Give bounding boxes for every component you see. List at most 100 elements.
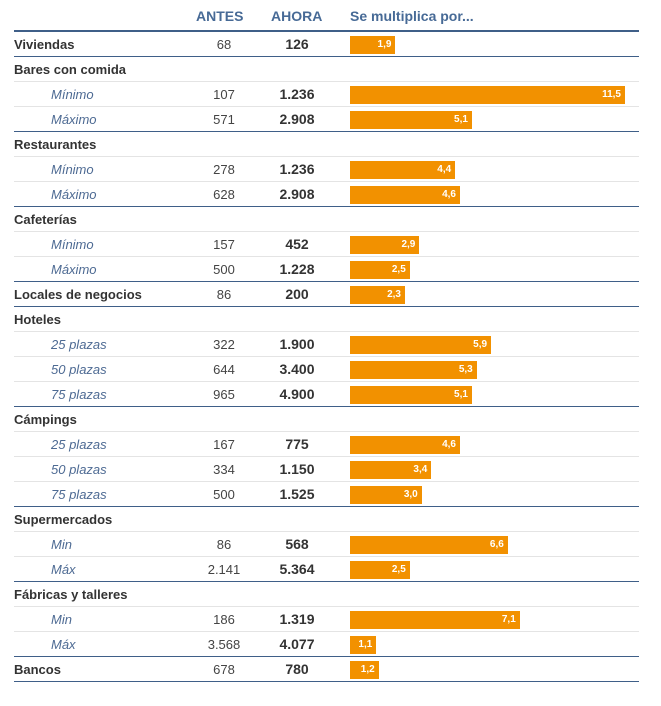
ahora-value: 1.900 bbox=[279, 336, 315, 352]
row-label: Bancos bbox=[14, 662, 61, 677]
row-label: Mínimo bbox=[51, 162, 94, 177]
ahora-value: 780 bbox=[285, 661, 309, 677]
table-row: 50 plazas 644 3.400 5,3 bbox=[14, 357, 639, 382]
ahora-value: 1.319 bbox=[279, 611, 315, 627]
factor-bar: 5,9 bbox=[350, 336, 492, 354]
ahora-value: 3.400 bbox=[279, 361, 315, 377]
factor-label: 4,6 bbox=[442, 189, 456, 200]
antes-value: 3.568 bbox=[207, 637, 241, 652]
ahora-value: 5.364 bbox=[279, 561, 315, 577]
row-label: Máximo bbox=[51, 262, 97, 277]
row-label: Máx bbox=[51, 637, 76, 652]
factor-label: 2,3 bbox=[387, 289, 401, 300]
table-row: Locales de negocios 86 200 2,3 bbox=[14, 282, 639, 307]
row-label: 75 plazas bbox=[51, 387, 107, 402]
table-row: Mínimo 107 1.236 11,5 bbox=[14, 82, 639, 107]
row-label: Supermercados bbox=[14, 512, 113, 527]
table-row: Min 86 568 6,6 bbox=[14, 532, 639, 557]
factor-bar: 7,1 bbox=[350, 611, 520, 629]
row-label: Fábricas y talleres bbox=[14, 587, 128, 602]
table-row: Min 186 1.319 7,1 bbox=[14, 607, 639, 632]
row-label: Máximo bbox=[51, 112, 97, 127]
factor-label: 7,1 bbox=[501, 614, 516, 625]
antes-value: 278 bbox=[213, 162, 235, 177]
row-label: 25 plazas bbox=[51, 437, 107, 452]
table-row: Máx 3.568 4.077 1,1 bbox=[14, 632, 639, 657]
factor-label: 4,4 bbox=[437, 164, 452, 175]
antes-value: 86 bbox=[216, 287, 232, 302]
antes-value: 644 bbox=[213, 362, 235, 377]
factor-label: 2,9 bbox=[401, 239, 416, 250]
table-row: Máx 2.141 5.364 2,5 bbox=[14, 557, 639, 582]
factor-label: 3,0 bbox=[403, 489, 418, 500]
factor-label: 6,6 bbox=[489, 539, 504, 550]
group-row: Cámpings bbox=[14, 407, 639, 432]
factor-label: 2,5 bbox=[391, 564, 406, 575]
factor-bar: 1,2 bbox=[350, 661, 379, 679]
table-row: 25 plazas 167 775 4,6 bbox=[14, 432, 639, 457]
factor-label: 5,3 bbox=[458, 364, 473, 375]
table-row: 75 plazas 500 1.525 3,0 bbox=[14, 482, 639, 507]
header-ahora: AHORA bbox=[271, 8, 323, 24]
table-row: Máximo 628 2.908 4,6 bbox=[14, 182, 639, 207]
antes-value: 68 bbox=[216, 37, 232, 52]
row-label: Máx bbox=[51, 562, 76, 577]
ahora-value: 2.908 bbox=[279, 111, 315, 127]
factor-label: 5,9 bbox=[473, 339, 488, 350]
table-row: 75 plazas 965 4.900 5,1 bbox=[14, 382, 639, 407]
row-label: Bares con comida bbox=[14, 62, 126, 77]
factor-label: 2,5 bbox=[391, 264, 406, 275]
factor-bar: 2,5 bbox=[350, 261, 410, 279]
factor-bar: 5,1 bbox=[350, 111, 472, 129]
factor-label: 1,9 bbox=[377, 39, 392, 50]
factor-bar: 4,6 bbox=[350, 436, 460, 454]
row-label: Cámpings bbox=[14, 412, 77, 427]
table-row: Viviendas 68 126 1,9 bbox=[14, 32, 639, 57]
factor-label: 5,1 bbox=[454, 114, 468, 125]
factor-bar: 5,3 bbox=[350, 361, 477, 379]
group-row: Bares con comida bbox=[14, 57, 639, 82]
row-label: Restaurantes bbox=[14, 137, 97, 152]
row-label: 75 plazas bbox=[51, 487, 107, 502]
row-label: 25 plazas bbox=[51, 337, 107, 352]
antes-value: 2.141 bbox=[207, 562, 241, 577]
ahora-value: 1.525 bbox=[279, 486, 315, 502]
row-label: Mínimo bbox=[51, 237, 94, 252]
table-row: Bancos 678 780 1,2 bbox=[14, 657, 639, 682]
table-header: ANTES AHORA Se multiplica por... bbox=[14, 0, 639, 32]
table-body: Viviendas 68 126 1,9 Bares con comida Mínimo 1… bbox=[14, 32, 639, 682]
row-label: Hoteles bbox=[14, 312, 61, 327]
ahora-value: 1.228 bbox=[279, 261, 315, 277]
antes-value: 107 bbox=[213, 87, 235, 102]
antes-value: 334 bbox=[213, 462, 235, 477]
row-label: Viviendas bbox=[14, 37, 75, 52]
antes-value: 322 bbox=[213, 337, 235, 352]
antes-value: 571 bbox=[213, 112, 235, 127]
factor-bar: 11,5 bbox=[350, 86, 625, 104]
row-label: Min bbox=[51, 537, 72, 552]
row-label: Máximo bbox=[51, 187, 97, 202]
table-row: 25 plazas 322 1.900 5,9 bbox=[14, 332, 639, 357]
antes-value: 186 bbox=[213, 612, 235, 627]
factor-label: 5,1 bbox=[454, 389, 468, 400]
row-label: 50 plazas bbox=[51, 362, 107, 377]
antes-value: 965 bbox=[213, 387, 235, 402]
ahora-value: 126 bbox=[285, 36, 309, 52]
comparison-table: ANTES AHORA Se multiplica por... Viviend… bbox=[14, 0, 639, 682]
row-label: Locales de negocios bbox=[14, 287, 142, 302]
row-label: Min bbox=[51, 612, 72, 627]
group-row: Hoteles bbox=[14, 307, 639, 332]
factor-label: 1,1 bbox=[358, 639, 373, 650]
row-label: Cafeterías bbox=[14, 212, 77, 227]
antes-value: 500 bbox=[213, 487, 235, 502]
antes-value: 86 bbox=[216, 537, 232, 552]
factor-bar: 3,4 bbox=[350, 461, 432, 479]
table-row: Máximo 571 2.908 5,1 bbox=[14, 107, 639, 132]
antes-value: 157 bbox=[213, 237, 235, 252]
table-row: 50 plazas 334 1.150 3,4 bbox=[14, 457, 639, 482]
antes-value: 500 bbox=[213, 262, 235, 277]
factor-bar: 2,3 bbox=[350, 286, 405, 304]
group-row: Supermercados bbox=[14, 507, 639, 532]
antes-value: 628 bbox=[213, 187, 235, 202]
factor-bar: 2,5 bbox=[350, 561, 410, 579]
